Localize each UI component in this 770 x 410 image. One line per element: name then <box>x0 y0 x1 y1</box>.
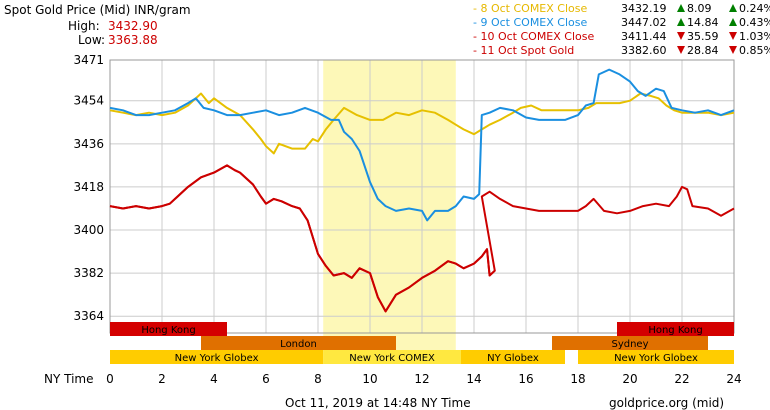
legend-percent: 0.24% <box>739 2 770 15</box>
legend-percent: 0.85% <box>739 44 770 57</box>
x-tick-label: 12 <box>414 372 429 386</box>
y-tick-label: 3382 <box>73 266 104 280</box>
up-arrow-icon <box>729 18 737 26</box>
chart-title: Spot Gold Price (Mid) INR/gram <box>4 3 191 17</box>
up-arrow-icon <box>729 4 737 12</box>
session-bar <box>578 350 734 364</box>
high-value: 3432.90 <box>108 19 158 33</box>
legend-percent: 0.43% <box>739 16 770 29</box>
legend-label: - 8 Oct COMEX Close <box>473 2 587 15</box>
session-bar <box>617 322 734 336</box>
up-arrow-icon <box>677 4 685 12</box>
series-line-1 <box>109 92 735 155</box>
session-label: Sydney <box>611 339 648 350</box>
x-tick-label: 10 <box>362 372 377 386</box>
x-tick-label: 22 <box>674 372 689 386</box>
y-tick-label: 3471 <box>73 53 104 67</box>
x-tick-label: 18 <box>570 372 585 386</box>
y-tick-label: 3364 <box>73 309 104 323</box>
x-tick-label: 16 <box>518 372 533 386</box>
session-label: Hong Kong <box>141 325 195 336</box>
session-label: London <box>280 339 317 350</box>
legend-price: 3411.44 <box>621 30 667 43</box>
y-tick-label: 3454 <box>73 94 104 108</box>
legend-label: - 10 Oct COMEX Close <box>473 30 594 43</box>
y-tick-label: 3400 <box>73 223 104 237</box>
x-tick-label: 0 <box>106 372 114 386</box>
legend-change: 8.09 <box>687 2 712 15</box>
down-arrow-icon <box>729 46 737 54</box>
series-line-2 <box>109 68 735 222</box>
legend-change: 28.84 <box>687 44 719 57</box>
up-arrow-icon <box>677 18 685 26</box>
legend-price: 3432.19 <box>621 2 667 15</box>
legend-percent: 1.03% <box>739 30 770 43</box>
legend-price: 3382.60 <box>621 44 667 57</box>
session-label: New York Globex <box>614 353 698 364</box>
series-line-4 <box>109 164 496 313</box>
x-tick-label: 14 <box>466 372 481 386</box>
y-tick-label: 3418 <box>73 180 104 194</box>
x-axis-label: NY Time <box>44 372 94 386</box>
legend-label: - 9 Oct COMEX Close <box>473 16 587 29</box>
session-bar <box>110 322 227 336</box>
down-arrow-icon <box>677 32 685 40</box>
legend-label: - 11 Oct Spot Gold <box>473 44 574 57</box>
legend: - 8 Oct COMEX Close 3432.19 8.09 0.24% - 9 O… <box>473 2 770 57</box>
down-arrow-icon <box>677 46 685 54</box>
session-label: NY Globex <box>487 353 539 364</box>
legend-change: 35.59 <box>687 30 719 43</box>
session-bar <box>552 336 708 350</box>
x-tick-label: 8 <box>314 372 322 386</box>
session-label: Hong Kong <box>648 325 702 336</box>
session-bar <box>323 350 461 364</box>
session-label: New York COMEX <box>349 353 435 364</box>
session-bar <box>201 336 396 350</box>
high-label: High: <box>68 19 100 33</box>
x-tick-label: 2 <box>158 372 166 386</box>
low-label: Low: <box>78 33 105 47</box>
x-tick-label: 6 <box>262 372 270 386</box>
session-label: New York Globex <box>175 353 259 364</box>
x-tick-label: 20 <box>622 372 637 386</box>
x-tick-label: 4 <box>210 372 218 386</box>
comex-highlight-band <box>323 60 456 364</box>
session-bar <box>461 350 565 364</box>
timestamp: Oct 11, 2019 at 14:48 NY Time <box>285 396 471 410</box>
y-tick-label: 3436 <box>73 137 104 151</box>
low-value: 3363.88 <box>108 33 158 47</box>
legend-change: 14.84 <box>687 16 719 29</box>
session-bar <box>110 350 324 364</box>
plot-border <box>109 59 735 334</box>
x-tick-label: 24 <box>726 372 741 386</box>
down-arrow-icon <box>729 32 737 40</box>
source-label: goldprice.org (mid) <box>609 396 724 410</box>
legend-price: 3447.02 <box>621 16 667 29</box>
